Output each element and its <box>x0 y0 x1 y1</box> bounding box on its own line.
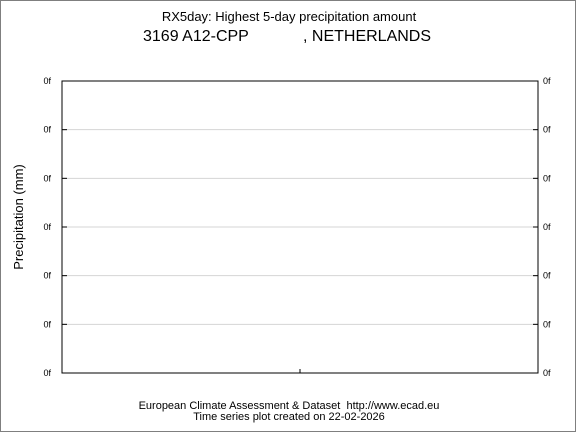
station-id-name: 3169 A12-CPP <box>143 28 249 45</box>
y-tick-label-left: 0f <box>43 76 51 86</box>
chart-title: RX5day: Highest 5-day precipitation amou… <box>161 9 417 24</box>
y-tick-label-left: 0f <box>43 319 51 329</box>
y-tick-label-left: 0f <box>43 222 51 232</box>
footer-source: European Climate Assessment & Dataset ht… <box>138 400 440 412</box>
tick-layer <box>62 80 538 374</box>
station-country: , NETHERLANDS <box>303 28 432 45</box>
y-tick-label-left: 0f <box>43 173 51 183</box>
y-axis-label: Precipitation (mm) <box>11 164 26 269</box>
y-tick-label-left: 0f <box>43 125 51 135</box>
y-tick-label-right: 0f <box>543 319 551 329</box>
grid-layer <box>62 129 538 325</box>
y-tick-label-right: 0f <box>543 271 551 281</box>
y-tick-label-right: 0f <box>543 368 551 378</box>
y-tick-label-right: 0f <box>543 173 551 183</box>
y-tick-label-right: 0f <box>543 125 551 135</box>
y-tick-label-left: 0f <box>43 271 51 281</box>
y-tick-label-right: 0f <box>543 222 551 232</box>
label-layer: 0f 0f 0f 0f 0f 0f 0f 0f 0f 0f 0f 0f 0f 0f <box>43 76 551 378</box>
footer-created: Time series plot created on 22-02-2026 <box>193 411 385 423</box>
y-tick-label-left: 0f <box>43 368 51 378</box>
y-tick-label-right: 0f <box>543 76 551 86</box>
